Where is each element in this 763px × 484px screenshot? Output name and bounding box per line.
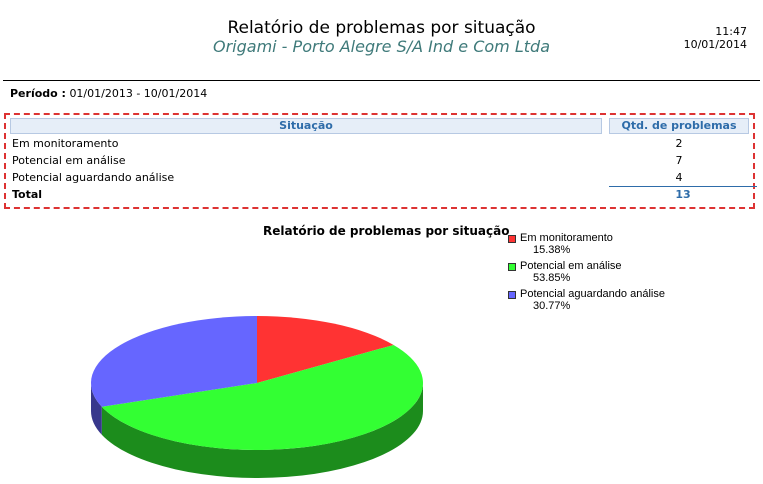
pie-slice-2 <box>101 344 424 450</box>
chart-title: Relatório de problemas por situação <box>263 224 510 238</box>
column-header-qtd[interactable]: Qtd. de problemas <box>609 118 749 134</box>
table-row-value: 7 <box>675 154 683 167</box>
report-time: 11:47 <box>715 25 747 38</box>
pie-slice-1 <box>257 316 394 383</box>
period-value: 01/01/2013 - 10/01/2014 <box>69 87 208 100</box>
company-name: Origami - Porto Alegre S/A Ind e Com Ltd… <box>212 37 550 56</box>
pie-chart <box>90 316 424 478</box>
table-row-value: 4 <box>675 171 683 184</box>
legend-swatch <box>508 235 516 243</box>
report-title: Relatório de problemas por situação <box>227 18 536 38</box>
table-row-value: 2 <box>675 137 683 150</box>
legend-percent: 30.77% <box>533 300 571 312</box>
report-date: 10/01/2014 <box>683 38 747 51</box>
table-row-label: Em monitoramento <box>12 137 119 150</box>
total-value: 13 <box>675 188 691 201</box>
legend-swatch <box>508 291 516 299</box>
legend-percent: 53.85% <box>533 272 571 284</box>
legend-label: Potencial aguardando análise <box>520 288 665 300</box>
table-highlight-frame <box>4 113 755 209</box>
header-divider <box>3 80 760 81</box>
total-divider <box>609 186 757 187</box>
legend-label: Potencial em análise <box>520 260 622 272</box>
pie-slice-side <box>91 383 102 435</box>
table-row-label: Potencial em análise <box>12 154 126 167</box>
legend-percent: 15.38% <box>533 244 571 256</box>
legend-swatch <box>508 263 516 271</box>
legend-label: Em monitoramento <box>520 232 613 244</box>
pie-slice-side <box>101 383 424 478</box>
total-label: Total <box>12 188 43 201</box>
period-line: Período : 01/01/2013 - 10/01/2014 <box>10 87 207 100</box>
period-label: Período : <box>10 87 66 100</box>
column-header-situacao[interactable]: Situação <box>10 118 602 134</box>
pie-slice-3 <box>90 316 257 407</box>
table-row-label: Potencial aguardando análise <box>12 171 175 184</box>
